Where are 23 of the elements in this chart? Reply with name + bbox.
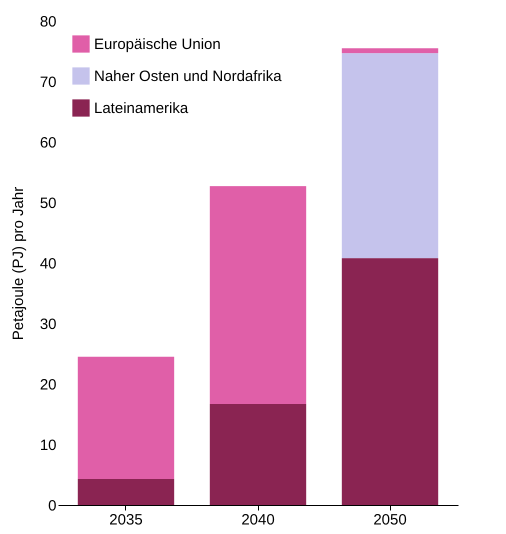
bar bbox=[210, 186, 306, 404]
bar bbox=[78, 478, 174, 505]
y-tick-label: 60 bbox=[40, 134, 56, 152]
y-tick-label: 30 bbox=[40, 316, 56, 333]
y-tick-label: 70 bbox=[40, 74, 56, 91]
y-tick-label: 80 bbox=[40, 14, 56, 30]
y-tick-label: 10 bbox=[40, 437, 56, 454]
y-tick-label: 20 bbox=[40, 376, 56, 394]
x-tick-label: 2050 bbox=[373, 512, 407, 528]
legend-label: Lateinamerika bbox=[94, 100, 189, 117]
x-tick-label: 2040 bbox=[241, 512, 275, 528]
y-axis-title: Petajoule (PJ) pro Jahr bbox=[10, 186, 27, 340]
bar bbox=[342, 48, 438, 54]
y-tick-label: 0 bbox=[48, 498, 56, 514]
bar bbox=[342, 258, 438, 505]
y-tick-label: 50 bbox=[40, 195, 56, 212]
legend-label: Naher Osten und Nordafrika bbox=[94, 68, 282, 85]
legend-label: Europäische Union bbox=[94, 36, 221, 53]
bar bbox=[78, 356, 174, 479]
bar bbox=[210, 404, 306, 505]
bar bbox=[342, 53, 438, 258]
x-tick-label: 2035 bbox=[109, 512, 143, 528]
y-tick-label: 40 bbox=[40, 256, 56, 272]
